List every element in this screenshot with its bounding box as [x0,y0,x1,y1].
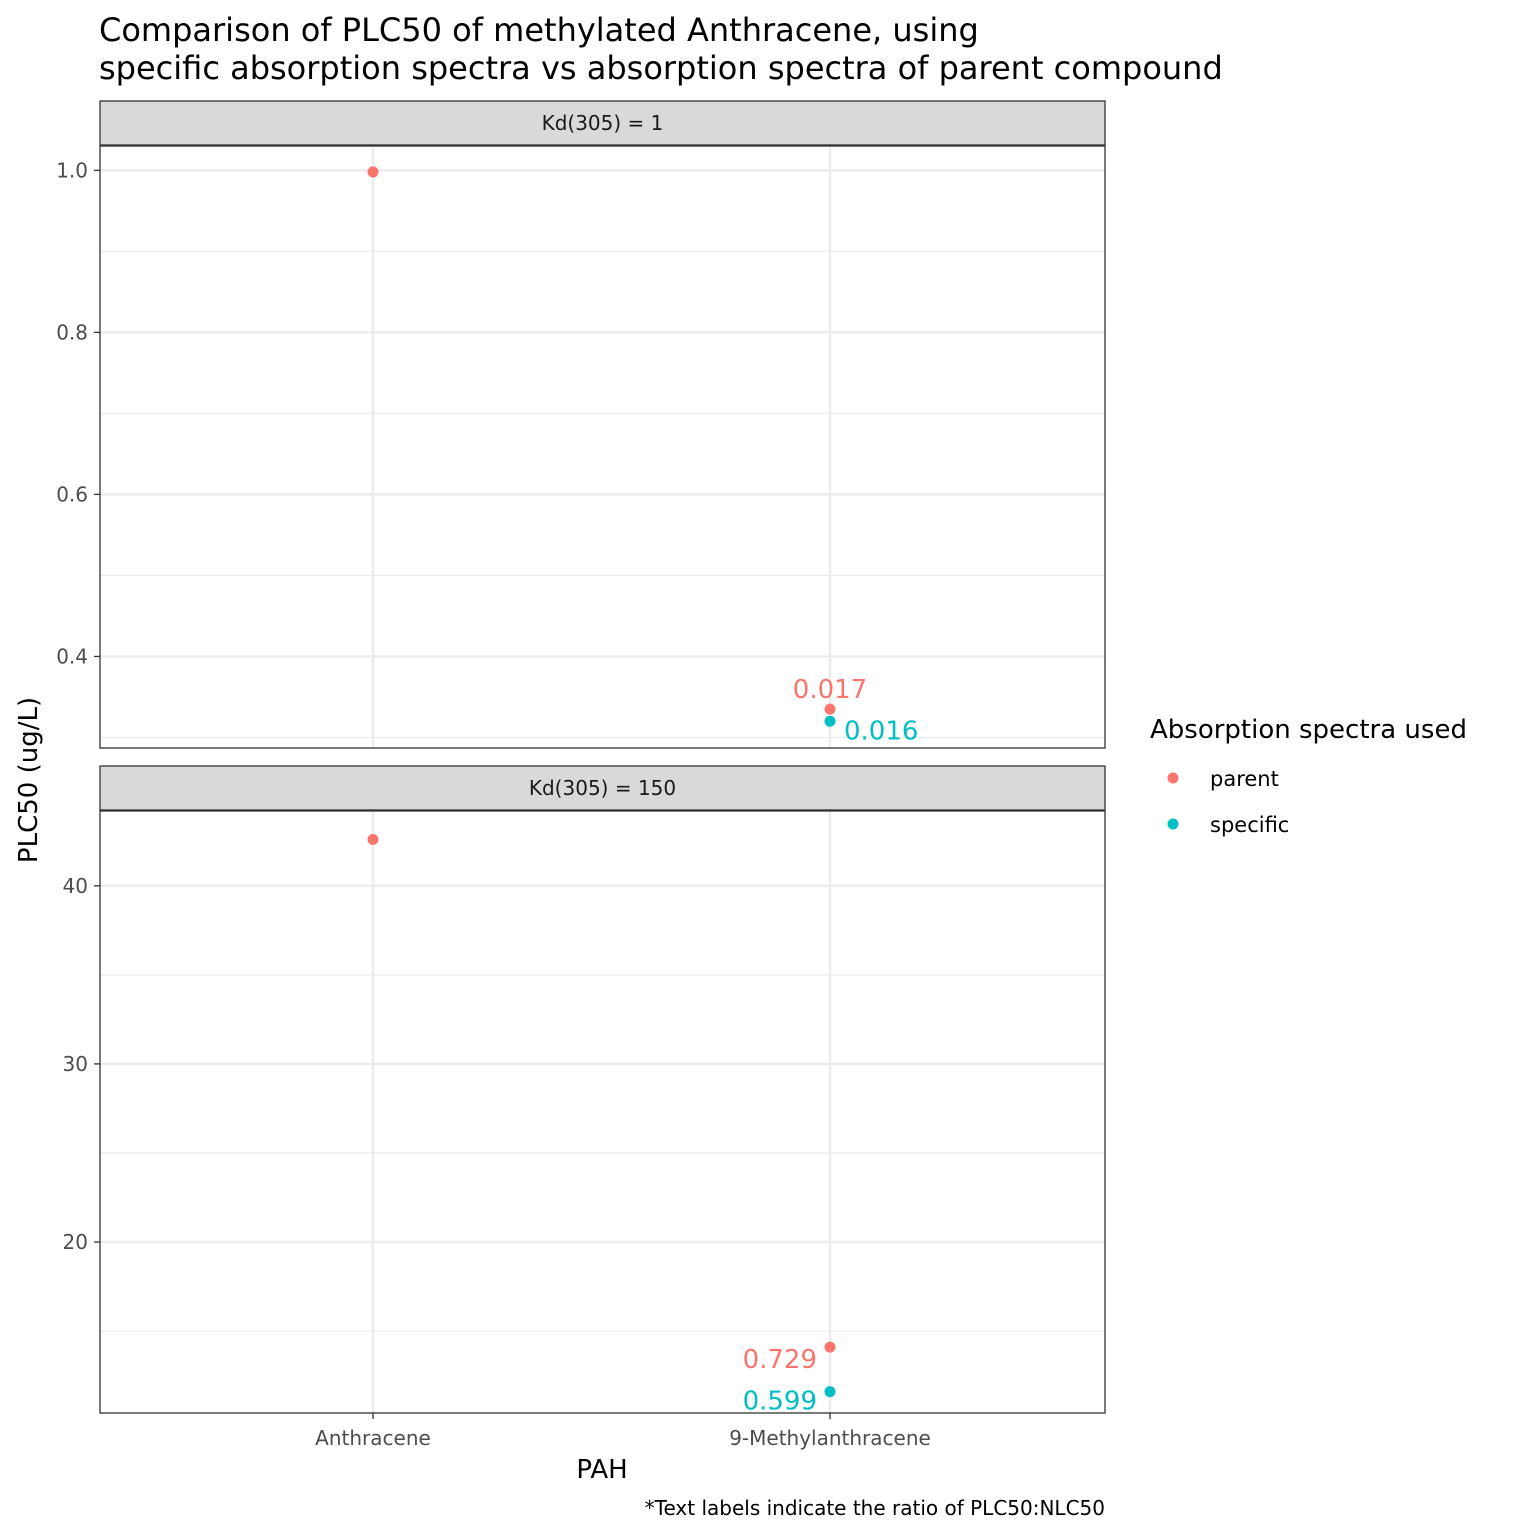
data-point-specific [824,715,836,727]
y-tick-label: 20 [63,1230,88,1254]
facet-panel: Kd(305) = 1 0.4 0.6 0.8 1.0 0.017 0.016 [56,100,1106,749]
y-tick-label: 30 [63,1052,88,1076]
x-axis-title: PAH [576,1455,627,1485]
facet-panels: Kd(305) = 10.40.60.81.00.0170.016Kd(305)… [56,100,1106,1417]
y-axis-title: PLC50 (ug/L) [14,697,44,863]
data-point-parent [367,833,379,845]
facet-strip [99,100,1106,146]
x-tick-label: Anthracene [315,1426,431,1450]
legend-label-specific: specific [1210,813,1289,837]
panel-border [99,145,1106,749]
x-axis: Anthracene 9-Methylanthracene [315,1413,931,1450]
panel-border [99,810,1106,1414]
facet-strip [99,765,1106,811]
legend-key-specific [1167,818,1179,830]
legend-label-parent: parent [1210,767,1279,791]
panel-background [100,146,1105,748]
facet-strip-label: Kd(305) = 150 [529,776,676,800]
data-label: 0.016 [844,716,918,746]
data-label: 0.599 [743,1387,817,1417]
chart-title-line-2: specific absorption spectra vs absorptio… [99,49,1223,87]
data-point-parent [824,1341,836,1353]
y-tick-label: 0.6 [56,482,88,506]
y-tick-label: 0.8 [56,320,88,344]
facet-strip-label: Kd(305) = 1 [542,111,664,135]
data-point-specific [824,1386,836,1398]
y-tick-label: 1.0 [56,158,88,182]
x-tick-label: 9-Methylanthracene [729,1426,931,1450]
legend-key-parent [1167,772,1179,784]
data-label: 0.017 [793,675,867,705]
data-label: 0.729 [743,1345,817,1375]
data-point-parent [367,166,379,178]
chart-caption: *Text labels indicate the ratio of PLC50… [645,1496,1105,1520]
legend-title: Absorption spectra used [1150,715,1467,745]
y-tick-label: 40 [63,874,88,898]
chart-title-line-1: Comparison of PLC50 of methylated Anthra… [99,11,979,49]
panel-background [100,811,1105,1413]
legend: Absorption spectra used parent specific [1150,715,1467,837]
data-point-parent [824,703,836,715]
facet-panel: Kd(305) = 150 20 30 40 0.729 0.599 [63,765,1106,1417]
y-tick-label: 0.4 [56,644,88,668]
